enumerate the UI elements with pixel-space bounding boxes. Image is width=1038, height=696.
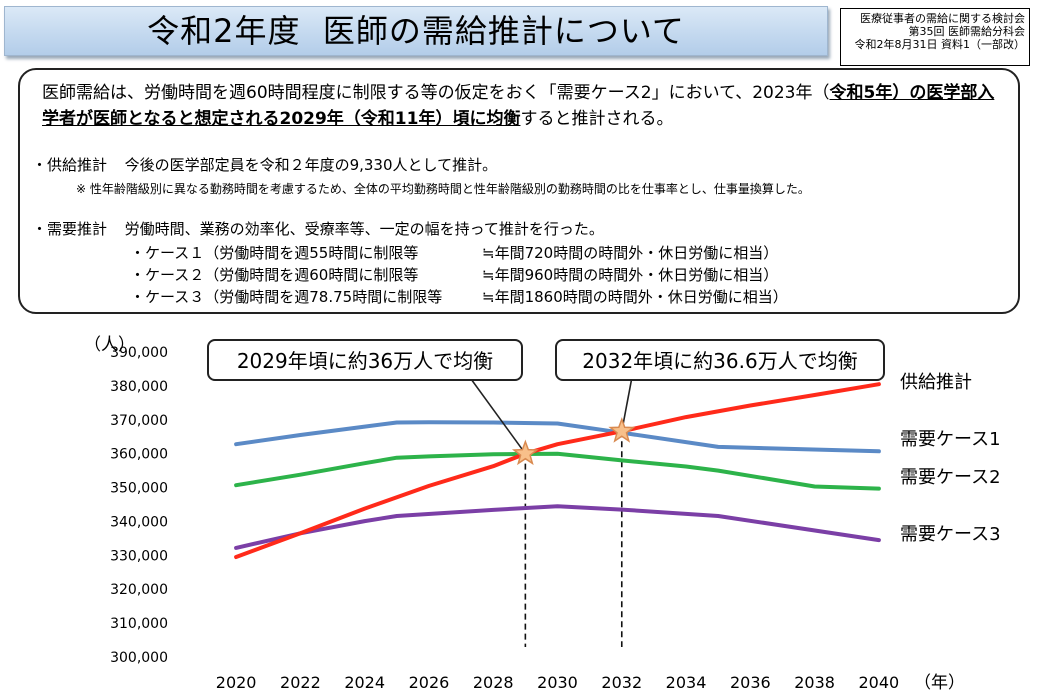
case-equiv: ≒年間1860時間の時間外・休日労働に相当） [482,288,788,306]
summary-lead: 医師需給は、労働時間を週60時間程度に制限する等の仮定をおく「需要ケース2」にお… [42,80,1007,132]
supply-text: 今後の医学部定員を令和２年度の9,330人として推計。 [124,156,498,174]
x-tick-label: 2036 [730,673,771,692]
series-line-case1 [234,420,881,454]
balance-star-marker [511,439,539,466]
supply-label: ・供給推計 [32,156,108,174]
title-bar: 令和2年度 医師の需給推計について [4,6,828,56]
case-equiv-1: ≒年間720時間の時間外・休日労働に相当） [482,242,778,263]
x-tick-label: 2030 [537,673,578,692]
lead-text: 医師需給は、労働時間を週60時間程度に制限する等の仮定をおく「需要ケース2」にお… [42,83,830,103]
case-equiv: ≒年間720時間の時間外・休日労働に相当） [482,244,779,262]
x-tick-label: 2034 [666,673,707,692]
x-tick-label: 2028 [473,673,514,692]
callout-pointer [471,379,527,455]
case-line-2: ・ケース２（労働時間を週60時間に制限等 [130,264,418,285]
demand-line: ・需要推計 労働時間、業務の効率化、受療率等、一定の幅を持って推計を行った。 [32,218,604,239]
y-tick-label: 360,000 [110,447,168,463]
series-label-supply: 供給推計 [900,372,972,393]
y-tick-label: 390,000 [110,345,168,361]
y-tick-label: 340,000 [110,514,168,530]
x-tick-label: 2032 [601,673,642,692]
series-line-case3 [234,504,881,550]
lead-emphasis: 令和5年）の医学部入学者が医師となると想定される2029年（令和11年）頃に均衡 [42,83,995,129]
y-tick-label: 350,000 [110,481,168,497]
callout-text: 2029年頃に約36万人で均衡 [237,349,493,373]
callout-box [207,339,523,381]
y-tick-label: 310,000 [110,616,168,632]
x-tick-label: 2020 [216,673,257,692]
x-tick-label: 2040 [859,673,900,692]
series-line-case2 [234,451,881,491]
x-tick-label: 2026 [409,673,450,692]
balance-star-marker [608,417,636,443]
x-tick-label: 2024 [344,673,385,692]
y-tick-label: 330,000 [110,548,168,564]
callout-box [555,339,885,381]
x-tick-label: 2022 [280,673,321,692]
meeting-info-line: 第35回 医師需給分科会 [908,25,1026,38]
meeting-info-line: 医療従事者の需給に関する検討会 [860,12,1025,25]
case-label: ・ケース１（労働時間を週55時間に制限等 [130,244,419,262]
y-tick-label: 370,000 [110,413,168,429]
meeting-info-line: 令和2年8月31日 資料1（一部改） [854,38,1026,51]
case-label: ・ケース２（労働時間を週60時間に制限等 [130,266,419,284]
summary-box: 医師需給は、労働時間を週60時間程度に制限する等の仮定をおく「需要ケース2」にお… [18,68,1020,314]
case-line-1: ・ケース１（労働時間を週55時間に制限等 [130,242,418,263]
supply-line: ・供給推計 今後の医学部定員を令和２年度の9,330人として推計。 [32,154,497,175]
case-line-3: ・ケース３（労働時間を週78.75時間に制限等 [130,286,442,307]
series-line-supply [234,382,881,559]
case-equiv-2: ≒年間960時間の時間外・休日労働に相当） [482,264,778,285]
case-equiv: ≒年間960時間の時間外・休日労働に相当） [482,266,779,284]
y-tick-label: 320,000 [110,582,168,598]
meeting-info-box: 医療従事者の需給に関する検討会 第35回 医師需給分科会 令和2年8月31日 資… [840,8,1030,66]
x-tick-label: 2038 [794,673,835,692]
demand-text: 労働時間、業務の効率化、受療率等、一定の幅を持って推計を行った。 [124,220,604,238]
supply-note: ※ 性年齢階級別に異なる勤務時間を考慮するため、全体の平均勤務時間と性年齢階級別… [76,182,810,196]
supply-demand-chart: 300,000 310,000 320,000 330,000 340,000 350,0… [84,335,1001,693]
case-equiv-3: ≒年間1860時間の時間外・休日労働に相当） [482,286,788,307]
y-tick-label: 380,000 [110,379,168,395]
series-label-case2: 需要ケース2 [900,467,1001,488]
y-axis-label: （人） [84,335,135,355]
callout-text: 2032年頃に約36.6万人で均衡 [582,349,857,373]
case-label: ・ケース３（労働時間を週78.75時間に制限等 [130,288,443,306]
demand-label: ・需要推計 [32,220,108,238]
series-label-case3: 需要ケース3 [900,524,1001,545]
y-tick-label: 300,000 [110,650,168,666]
series-label-case1: 需要ケース1 [900,429,1001,450]
page-title: 令和2年度 医師の需給推計について [147,12,685,50]
lead-text-end: すると推計される。 [520,109,674,129]
x-axis-label: （年） [914,673,965,693]
